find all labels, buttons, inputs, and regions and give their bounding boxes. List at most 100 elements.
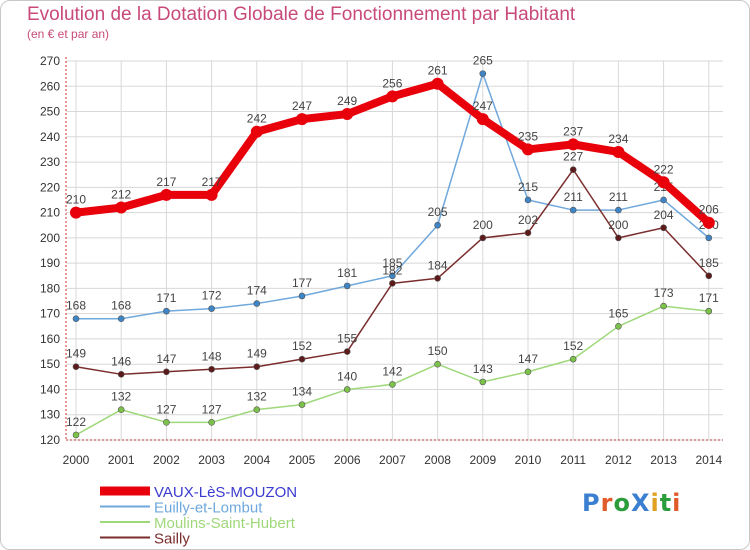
legend-label: Moulins-Saint-Hubert: [154, 515, 296, 532]
y-tick-label: 220: [40, 180, 60, 194]
data-label: 168: [111, 299, 131, 313]
data-point: [205, 188, 218, 201]
data-point: [115, 201, 128, 214]
data-label: 149: [247, 347, 267, 361]
data-label: 146: [111, 354, 131, 368]
y-tick-label: 230: [40, 155, 60, 169]
data-point: [569, 355, 577, 363]
y-tick-label: 240: [40, 130, 60, 144]
data-label: 200: [608, 218, 628, 232]
data-point: [567, 138, 580, 151]
data-point: [298, 401, 306, 408]
chart-title: Evolution de la Dotation Globale de Fonc…: [27, 4, 576, 25]
data-point: [434, 360, 441, 368]
data-point: [479, 70, 487, 77]
series-4: 149 146 147 148 149 152 155 182 184 200 202 227 200 2…: [66, 150, 719, 378]
x-tick-label: 2002: [153, 453, 180, 467]
y-tick-label: 120: [40, 433, 60, 447]
logo-letter: t: [659, 489, 673, 517]
data-label: 247: [473, 99, 493, 113]
data-label: 140: [337, 369, 357, 383]
data-point: [72, 315, 80, 323]
data-label: 217: [202, 175, 222, 189]
x-tick-labels: 2000 2001 2002 2003 2004 2005 2006 2007 2008 2009…: [63, 453, 723, 467]
data-point: [208, 305, 215, 312]
y-tick-label: 170: [40, 307, 60, 321]
data-label: 132: [247, 390, 267, 404]
data-point: [253, 300, 261, 307]
data-point: [434, 274, 441, 282]
data-point: [389, 272, 396, 280]
data-label: 150: [428, 344, 448, 358]
data-point: [208, 419, 215, 426]
data-point: [163, 368, 170, 376]
data-label: 181: [337, 266, 357, 280]
data-label: 261: [428, 64, 448, 78]
data-point: [343, 348, 351, 355]
data-label: 147: [518, 352, 538, 366]
data-label: 227: [563, 150, 583, 164]
data-point: [615, 322, 622, 330]
legend-label: Sailly: [154, 531, 190, 548]
x-tick-label: 2003: [198, 453, 225, 467]
data-point: [479, 378, 487, 386]
data-point: [569, 166, 577, 173]
data-label: 149: [66, 347, 86, 361]
data-label: 171: [156, 291, 176, 305]
data-label: 206: [699, 203, 719, 217]
y-tick-label: 190: [40, 256, 60, 270]
data-label: 168: [66, 299, 86, 313]
proxiti-logo: ProXiti: [582, 489, 681, 517]
y-tick-label: 260: [40, 79, 60, 93]
data-label: 234: [608, 132, 628, 146]
data-point: [479, 234, 487, 242]
data-label: 122: [66, 415, 86, 429]
data-point: [615, 234, 622, 242]
data-point: [524, 368, 532, 376]
x-tick-label: 2000: [63, 453, 90, 467]
legend-label: VAUX-LèS-MOUZON: [154, 484, 297, 501]
data-point: [70, 206, 82, 219]
data-label: 212: [111, 188, 131, 202]
data-point: [117, 371, 125, 378]
data-label: 211: [564, 190, 583, 204]
y-tick-label: 180: [40, 281, 60, 295]
data-label: 155: [337, 332, 357, 346]
data-point: [72, 363, 80, 371]
x-tick-label: 2004: [243, 453, 270, 467]
data-label: 184: [428, 258, 448, 272]
y-tick-label: 160: [40, 332, 60, 346]
y-tick-label: 250: [40, 105, 60, 119]
data-point: [702, 216, 715, 229]
data-point: [163, 307, 170, 315]
data-label: 265: [473, 54, 493, 68]
data-point: [434, 221, 441, 229]
series-1: 210 212 217 217 242 247 249 256 261 247 235 237 234 2…: [66, 64, 719, 229]
data-label: 205: [428, 205, 448, 219]
data-label: 152: [563, 339, 583, 353]
data-point: [524, 196, 532, 204]
data-label: 185: [699, 256, 719, 270]
data-point: [298, 355, 306, 363]
x-tick-label: 2008: [424, 453, 451, 467]
data-point: [524, 229, 532, 237]
y-tick-label: 200: [40, 231, 60, 245]
data-label: 185: [382, 256, 402, 270]
series-3: 122 132 127 127 132 134 140 142 150 143 147 152 165 1…: [66, 286, 719, 439]
y-tick-label: 270: [40, 54, 60, 68]
data-point: [343, 282, 351, 290]
data-label: 211: [609, 190, 628, 204]
data-label: 143: [473, 362, 493, 376]
data-point: [208, 365, 215, 373]
data-point: [343, 386, 351, 393]
data-point: [72, 431, 80, 439]
data-label: 147: [156, 352, 176, 366]
data-label: 235: [518, 129, 538, 143]
data-point: [250, 125, 263, 138]
data-label: 202: [518, 213, 538, 227]
data-label: 182: [382, 263, 402, 277]
data-label: 134: [292, 385, 312, 399]
data-point: [615, 206, 622, 214]
x-tick-label: 2006: [334, 453, 361, 467]
